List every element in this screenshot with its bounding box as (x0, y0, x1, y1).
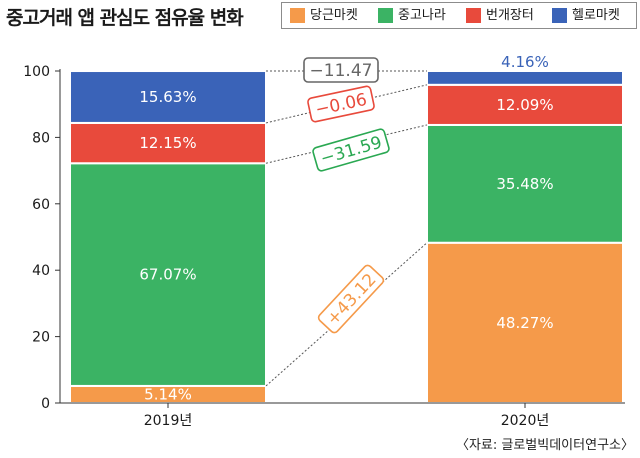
change-annotation-box (307, 85, 375, 123)
legend-label-danggeun: 당근마켓 (310, 8, 358, 23)
y-tick-label: 80 (32, 130, 50, 146)
segment-value-label: 67.07% (139, 266, 196, 284)
y-tick-label: 60 (32, 197, 50, 213)
change-annotation-box (317, 264, 385, 334)
legend-item-junggonara: 중고나라 (378, 8, 446, 24)
legend-label-junggonara: 중고나라 (398, 8, 446, 23)
segment-value-label: 35.48% (496, 175, 553, 193)
y-tick-label: 100 (23, 64, 50, 80)
y-tick-label: 40 (32, 263, 50, 279)
y-tick-label: 0 (41, 396, 50, 412)
segment-value-label: 12.09% (496, 96, 553, 114)
bar-segment (69, 121, 267, 165)
legend-swatch-danggeun (290, 8, 305, 23)
change-annotation-box (312, 128, 390, 172)
legend-label-hello: 헬로마켓 (572, 8, 620, 23)
change-annotation: −0.06 (307, 85, 375, 123)
x-tick-label: 2020년 (501, 413, 550, 429)
legend-item-bungae: 번개장터 (466, 8, 534, 24)
source-note: 〈자료: 글로벌빅데이터연구소〉 (455, 438, 634, 453)
segment-value-label: 5.14% (144, 385, 192, 403)
legend-item-danggeun: 당근마켓 (290, 8, 358, 24)
bar-segment (426, 83, 624, 126)
x-tick-label: 2019년 (144, 413, 193, 429)
legend-swatch-bungae (466, 8, 481, 23)
connector-line (265, 84, 428, 124)
change-annotation: −11.47 (303, 57, 379, 83)
legend-item-hello: 헬로마켓 (552, 8, 620, 24)
change-annotation-text: +43.12 (323, 270, 381, 330)
y-tick-label: 20 (32, 330, 50, 346)
segment-value-label: 48.27% (496, 314, 553, 332)
chart-title: 중고거래 앱 관심도 점유율 변화 (6, 7, 244, 29)
segment-value-label: 12.15% (139, 134, 196, 152)
legend-swatch-hello (552, 8, 567, 23)
chart-legend: 당근마켓 중고나라 번개장터 헬로마켓 (281, 2, 637, 29)
segment-value-label: 4.16% (501, 53, 549, 71)
change-annotation: +43.12 (317, 264, 385, 334)
bar-segment (69, 70, 267, 124)
connector-line (265, 124, 428, 164)
bar-segment (426, 241, 624, 404)
change-annotation: −31.59 (312, 128, 390, 172)
bar-segment (69, 162, 267, 387)
legend-label-bungae: 번개장터 (486, 8, 534, 23)
change-annotation-box (303, 57, 379, 83)
segment-value-label: 15.63% (139, 88, 196, 106)
change-annotation-text: −11.47 (310, 61, 373, 81)
bar-segment (426, 70, 624, 86)
legend-swatch-junggonara (378, 8, 393, 23)
